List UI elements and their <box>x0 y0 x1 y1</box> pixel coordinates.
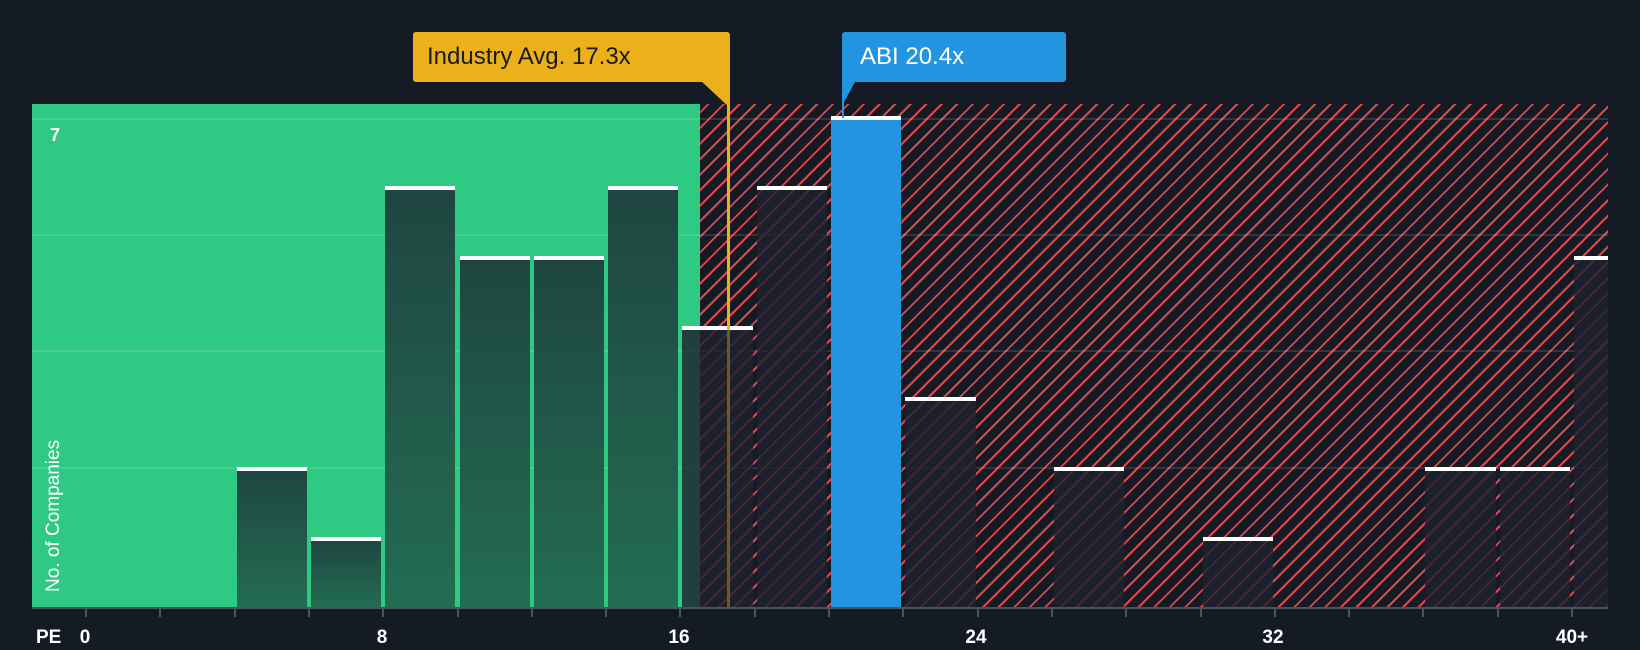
x-tick <box>679 609 682 617</box>
x-tick <box>753 609 756 617</box>
industry-callout-pointer <box>700 80 730 108</box>
bar-cap <box>1053 466 1125 471</box>
bar-cap <box>459 256 530 261</box>
histogram-bar <box>385 186 456 609</box>
histogram-bar <box>310 536 382 609</box>
industry-average-line-lower <box>727 330 730 608</box>
histogram-bar <box>236 466 307 609</box>
histogram-bar <box>682 326 753 609</box>
bar-cap <box>236 466 307 471</box>
x-tick-label: 32 <box>1262 627 1284 648</box>
bar-cap <box>1425 466 1496 471</box>
x-tick <box>828 609 830 617</box>
bar-cap <box>905 396 976 401</box>
x-tick-label: 24 <box>965 627 987 648</box>
y-axis-title: No. of Companies <box>43 439 64 592</box>
histogram-bar <box>533 256 605 609</box>
histogram-bar <box>608 186 679 609</box>
gridline <box>32 118 1608 120</box>
abi-highlight-bar <box>831 116 902 609</box>
x-tick <box>233 609 236 617</box>
x-tick-label: 40+ <box>1555 627 1589 648</box>
x-tick <box>307 609 310 617</box>
x-tick <box>1348 609 1351 617</box>
x-axis-title: PE <box>36 627 62 648</box>
x-tick-label: 8 <box>376 627 388 648</box>
x-tick <box>1571 609 1573 617</box>
x-tick-label: 16 <box>668 627 690 648</box>
bar-cap <box>682 326 753 331</box>
histogram-bar <box>1574 256 1608 609</box>
x-axis-line <box>32 607 1608 609</box>
bar-cap <box>310 536 382 541</box>
x-tick <box>1422 609 1425 617</box>
bar-cap <box>831 116 902 120</box>
histogram-bar <box>1053 466 1125 609</box>
histogram-bar <box>1499 466 1570 609</box>
chart-plot-area <box>32 104 1608 609</box>
x-tick <box>159 609 162 617</box>
x-tick <box>85 609 87 617</box>
x-tick <box>530 609 533 617</box>
bar-cap <box>608 186 679 191</box>
bar-cap <box>1574 256 1608 261</box>
histogram-bar <box>1425 466 1496 609</box>
x-tick <box>382 609 385 617</box>
x-tick <box>1125 609 1128 617</box>
abi-callout: ABI 20.4x <box>842 32 1066 82</box>
x-tick-label: 0 <box>79 627 91 648</box>
x-tick <box>1199 609 1202 617</box>
x-tick <box>1050 609 1053 617</box>
x-tick <box>902 609 905 617</box>
x-tick <box>1496 609 1499 617</box>
histogram-bar <box>459 256 530 609</box>
bar-cap <box>1202 536 1273 541</box>
histogram-bar <box>756 186 827 609</box>
x-tick <box>456 609 459 617</box>
histogram-bar <box>1202 536 1273 609</box>
industry-average-callout: Industry Avg. 17.3x <box>413 32 730 82</box>
y-max-label: 7 <box>50 125 61 145</box>
abi-callout-pointer <box>842 80 856 118</box>
x-tick <box>605 609 608 617</box>
bar-cap <box>1499 466 1570 471</box>
bar-cap <box>385 186 456 191</box>
bar-cap <box>756 186 827 191</box>
x-tick <box>1273 609 1276 617</box>
bar-cap <box>533 256 605 261</box>
x-tick <box>976 609 979 617</box>
histogram-bar <box>905 396 976 609</box>
